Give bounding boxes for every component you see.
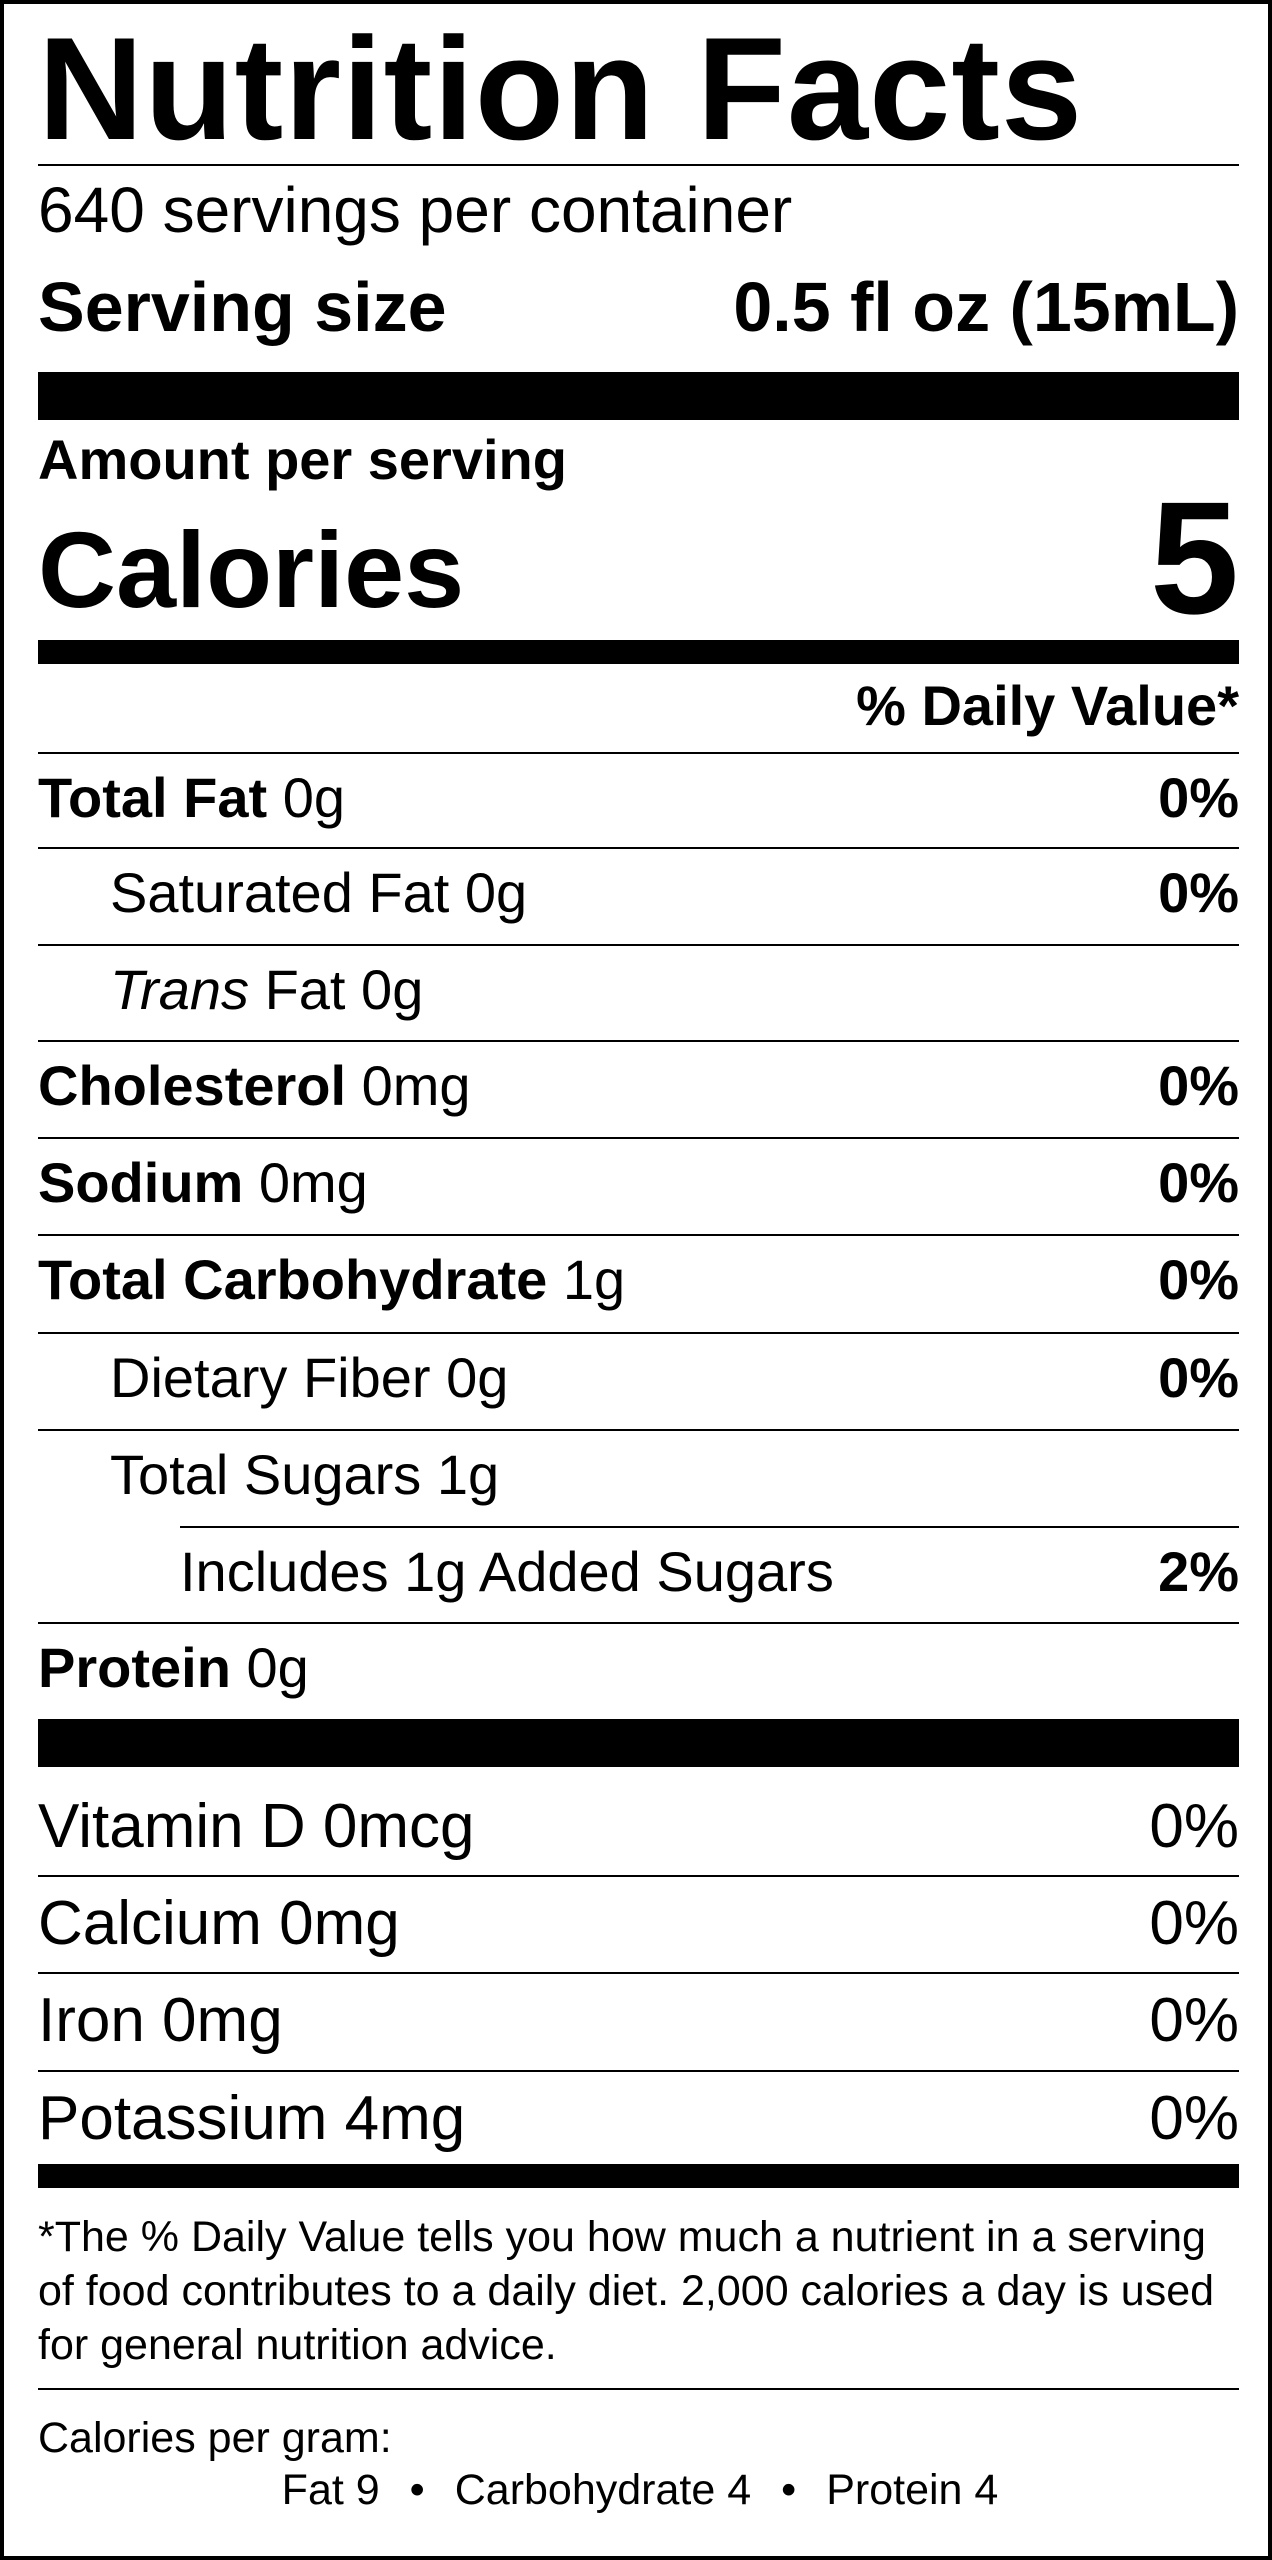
nutrient-daily-value: 0% — [1158, 1054, 1239, 1117]
footnote-divider — [38, 2388, 1239, 2390]
label-title: Nutrition Facts — [38, 7, 1084, 170]
calories-row: Calories 5 — [38, 478, 1239, 638]
vitamin-row-vitamin-d: Vitamin D 0mcg 0% — [38, 1796, 1239, 1858]
nutrient-row-sodium: Sodium 0mg 0% — [38, 1155, 1239, 1211]
nutrient-name: Trans Fat 0g — [110, 958, 424, 1021]
servings-per-container: 640 servings per container — [38, 174, 793, 246]
nutrient-row-dietary-fiber: Dietary Fiber 0g 0% — [38, 1350, 1239, 1406]
nutrient-row-total-fat: Total Fat 0g 0% — [38, 770, 1239, 826]
row-divider — [38, 1234, 1239, 1236]
vitamin-name: Iron 0mg — [38, 1986, 283, 2055]
vitamin-row-potassium: Potassium 4mg 0% — [38, 2088, 1239, 2150]
nutrient-name: Protein 0g — [38, 1636, 309, 1699]
nutrient-row-total-carbohydrate: Total Carbohydrate 1g 0% — [38, 1252, 1239, 1308]
nutrient-name: Sodium 0mg — [38, 1151, 368, 1214]
nutrient-daily-value: 0% — [1158, 1346, 1239, 1409]
calories-per-gram-title: Calories per gram: — [38, 2414, 392, 2462]
vitamin-daily-value: 0% — [1149, 1792, 1239, 1861]
calories-per-gram-fat: Fat 9 — [281, 2466, 380, 2514]
daily-value-footnote: *The % Daily Value tells you how much a … — [38, 2213, 1215, 2369]
thick-divider — [38, 372, 1239, 420]
thick-divider — [38, 1719, 1239, 1767]
amount-per-serving: Amount per serving — [38, 428, 567, 491]
nutrient-daily-value: 2% — [1158, 1540, 1239, 1603]
calories-value: 5 — [1150, 468, 1239, 647]
nutrient-row-total-sugars: Total Sugars 1g — [38, 1447, 1239, 1503]
nutrient-daily-value: 0% — [1158, 1151, 1239, 1214]
row-divider — [38, 1040, 1239, 1042]
vitamin-name: Vitamin D 0mcg — [38, 1792, 475, 1861]
daily-value-header-row: % Daily Value* — [38, 674, 1239, 734]
row-divider — [180, 1526, 1239, 1528]
row-divider — [38, 1429, 1239, 1431]
nutrient-name: Includes 1g Added Sugars — [180, 1540, 834, 1603]
serving-size-value: 0.5 fl oz (15mL) — [733, 268, 1239, 346]
vitamin-daily-value: 0% — [1149, 1889, 1239, 1958]
row-divider — [38, 1332, 1239, 1334]
nutrient-daily-value: 0% — [1158, 861, 1239, 924]
calories-per-gram-protein: Protein 4 — [826, 2466, 999, 2514]
vitamin-daily-value: 0% — [1149, 2084, 1239, 2153]
nutrient-daily-value: 0% — [1158, 1248, 1239, 1311]
row-divider — [38, 1875, 1239, 1877]
nutrient-row-cholesterol: Cholesterol 0mg 0% — [38, 1058, 1239, 1114]
nutrient-name: Total Sugars 1g — [110, 1443, 500, 1506]
bullet-separator: • — [781, 2466, 797, 2514]
nutrient-name: Total Carbohydrate 1g — [38, 1248, 626, 1311]
vitamin-row-iron: Iron 0mg 0% — [38, 1990, 1239, 2052]
vitamin-name: Calcium 0mg — [38, 1889, 400, 1958]
daily-value-header: % Daily Value* — [856, 674, 1239, 737]
nutrient-name: Dietary Fiber 0g — [110, 1346, 509, 1409]
calories-label: Calories — [38, 509, 465, 630]
nutrient-name: Saturated Fat 0g — [110, 861, 528, 924]
row-divider — [38, 752, 1239, 754]
nutrient-row-saturated-fat: Saturated Fat 0g 0% — [38, 865, 1239, 921]
nutrient-daily-value: 0% — [1158, 766, 1239, 829]
row-divider — [38, 1972, 1239, 1974]
title-divider — [38, 164, 1239, 166]
nutrient-row-added-sugars: Includes 1g Added Sugars 2% — [38, 1544, 1239, 1600]
calories-per-gram-carbohydrate: Carbohydrate 4 — [454, 2466, 752, 2514]
vitamin-name: Potassium 4mg — [38, 2084, 466, 2153]
medium-divider — [38, 640, 1239, 664]
row-divider — [38, 2070, 1239, 2072]
bullet-separator: • — [409, 2466, 425, 2514]
medium-divider — [38, 2164, 1239, 2188]
serving-size-row: Serving size 0.5 fl oz (15mL) — [38, 272, 1239, 342]
nutrient-name: Total Fat 0g — [38, 766, 346, 829]
row-divider — [38, 1137, 1239, 1139]
nutrient-name: Cholesterol 0mg — [38, 1054, 471, 1117]
calories-per-gram-values: Fat 9 • Carbohydrate 4 • Protein 4 — [4, 2469, 1272, 2512]
row-divider — [38, 1622, 1239, 1624]
vitamin-row-calcium: Calcium 0mg 0% — [38, 1893, 1239, 1955]
nutrient-row-trans-fat: Trans Fat 0g — [38, 962, 1239, 1018]
serving-size-label: Serving size — [38, 268, 447, 346]
nutrient-row-protein: Protein 0g — [38, 1640, 1239, 1696]
row-divider — [38, 847, 1239, 849]
row-divider — [38, 944, 1239, 946]
vitamin-daily-value: 0% — [1149, 1986, 1239, 2055]
